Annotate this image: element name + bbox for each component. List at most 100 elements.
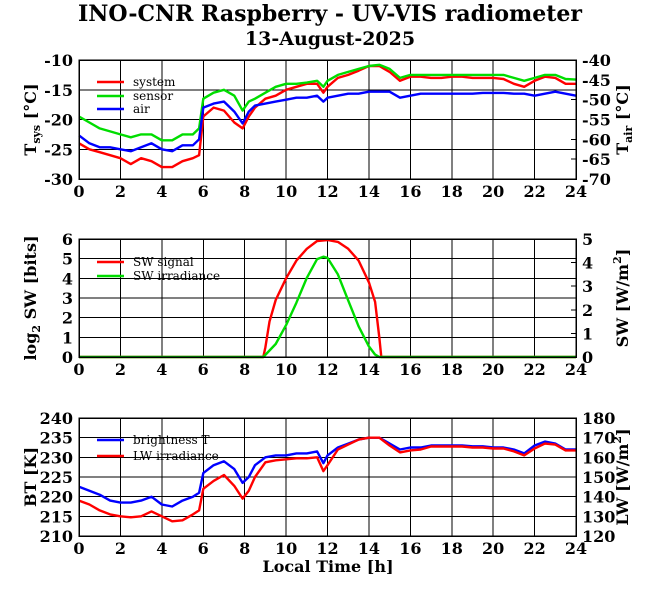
y-right-tick-label: 0 <box>582 348 593 367</box>
x-tick-label: 4 <box>156 360 167 379</box>
series-line-lw-irradiance <box>78 436 576 523</box>
x-tick-label: 0 <box>73 360 84 379</box>
y-right-tick-label: 120 <box>582 527 615 546</box>
x-axis-label: Local Time [h] <box>262 557 393 576</box>
legend-label: brightness T <box>133 433 209 447</box>
y-left-tick-label: 210 <box>40 527 73 546</box>
y-right-tick-label: -45 <box>582 71 611 90</box>
y-left-axis-label: BT [K] <box>21 447 40 507</box>
x-tick-label: 0 <box>73 182 84 201</box>
x-tick-label: 20 <box>482 360 504 379</box>
x-tick-label: 6 <box>198 360 209 379</box>
y-left-tick-label: -30 <box>44 170 73 189</box>
y-left-tick-label: 5 <box>62 250 73 269</box>
y-left-axis-label: Tsys [°C] <box>21 83 43 155</box>
legend-label: air <box>133 102 150 116</box>
y-right-axis-label: Tair [°C] <box>613 84 635 154</box>
x-tick-label: 18 <box>441 182 463 201</box>
y-right-tick-label: 3 <box>582 277 593 296</box>
y-left-tick-label: 6 <box>62 230 73 249</box>
y-left-tick-label: 220 <box>40 488 73 507</box>
y-right-tick-label: 170 <box>582 429 615 448</box>
y-right-tick-label: 130 <box>582 507 615 526</box>
y-right-tick-label: -40 <box>582 51 611 70</box>
legend-label: SW signal <box>133 255 194 269</box>
panel-3: 0 2 4 6 8 10 12 14 16 18 20 22 242102152202252302352… <box>21 409 632 558</box>
figure-title: INO-CNR Raspberry - UV-VIS radiometer <box>78 1 582 27</box>
x-tick-label: 12 <box>316 360 338 379</box>
y-left-tick-label: 0 <box>62 348 73 367</box>
figure-subtitle: 13-August-2025 <box>245 28 415 50</box>
x-tick-label: 6 <box>198 182 209 201</box>
y-left-tick-label: 3 <box>62 289 73 308</box>
x-tick-label: 24 <box>565 360 587 379</box>
y-left-tick-label: 240 <box>40 409 73 428</box>
x-tick-label: 24 <box>565 182 587 201</box>
y-right-tick-label: 150 <box>582 468 615 487</box>
x-tick-label: 22 <box>523 182 545 201</box>
y-right-tick-label: 1 <box>582 324 593 343</box>
y-right-tick-label: 2 <box>582 301 593 320</box>
legend-label: system <box>133 75 176 89</box>
x-tick-label: 10 <box>275 539 297 558</box>
y-right-tick-label: -60 <box>582 130 611 149</box>
x-tick-label: 2 <box>115 539 126 558</box>
y-left-tick-label: 1 <box>62 328 73 347</box>
legend-label: LW irradiance <box>133 449 219 463</box>
x-tick-label: 16 <box>399 360 421 379</box>
x-tick-label: 20 <box>482 182 504 201</box>
series-line-sw-signal <box>79 238 576 359</box>
y-left-tick-label: 215 <box>40 507 73 526</box>
x-tick-label: 8 <box>239 539 250 558</box>
legend-label: SW irradiance <box>133 269 220 283</box>
y-left-axis-label: log2 SW [bits] <box>21 235 43 360</box>
x-tick-label: 10 <box>275 360 297 379</box>
y-right-tick-label: 180 <box>582 409 615 428</box>
x-tick-label: 14 <box>358 360 380 379</box>
y-left-tick-label: -15 <box>44 81 73 100</box>
x-tick-label: 10 <box>275 182 297 201</box>
x-tick-label: 18 <box>441 360 463 379</box>
chart-panels: 0 2 4 6 8 10 12 14 16 18 20 22 24-30-25-20-15-10-70-… <box>21 51 635 558</box>
plot-frame <box>78 59 577 180</box>
y-left-tick-label: -20 <box>44 111 73 130</box>
x-tick-label: 2 <box>115 182 126 201</box>
x-tick-label: 4 <box>156 182 167 201</box>
x-tick-label: 24 <box>565 539 587 558</box>
y-right-axis-label: SW [W/m2] <box>611 249 632 348</box>
legend-label: sensor <box>133 89 173 103</box>
y-right-tick-label: 140 <box>582 488 615 507</box>
panel-1: 0 2 4 6 8 10 12 14 16 18 20 22 24-30-25-20-15-10-70-… <box>21 51 635 201</box>
series-line-sensor <box>78 63 577 142</box>
y-right-tick-label: -70 <box>582 170 611 189</box>
series-line-system <box>78 64 576 169</box>
y-right-axis-label: LW [W/m2] <box>611 428 632 525</box>
x-tick-label: 16 <box>399 539 421 558</box>
y-right-tick-label: 5 <box>582 230 593 249</box>
x-tick-label: 12 <box>316 182 338 201</box>
x-tick-label: 0 <box>73 539 84 558</box>
y-left-tick-label: 2 <box>62 309 73 328</box>
x-tick-label: 8 <box>239 182 250 201</box>
y-right-tick-label: 4 <box>582 254 593 273</box>
plot-frame <box>78 417 577 537</box>
y-right-tick-label: -50 <box>582 91 611 110</box>
y-left-tick-label: 225 <box>40 468 73 487</box>
plot-frame <box>78 238 577 358</box>
series-line-sw-irradiance <box>79 255 576 359</box>
y-right-tick-label: -55 <box>582 111 611 130</box>
x-tick-label: 2 <box>115 360 126 379</box>
y-left-tick-label: 230 <box>40 448 73 467</box>
series-line-air <box>78 90 577 153</box>
y-left-tick-label: -10 <box>44 51 73 70</box>
x-tick-label: 12 <box>316 539 338 558</box>
y-left-tick-label: -25 <box>44 140 73 159</box>
y-right-tick-label: 160 <box>582 448 615 467</box>
x-tick-label: 14 <box>358 539 380 558</box>
x-tick-label: 20 <box>482 539 504 558</box>
x-tick-label: 18 <box>441 539 463 558</box>
y-right-tick-label: -65 <box>582 150 611 169</box>
x-tick-label: 22 <box>523 360 545 379</box>
